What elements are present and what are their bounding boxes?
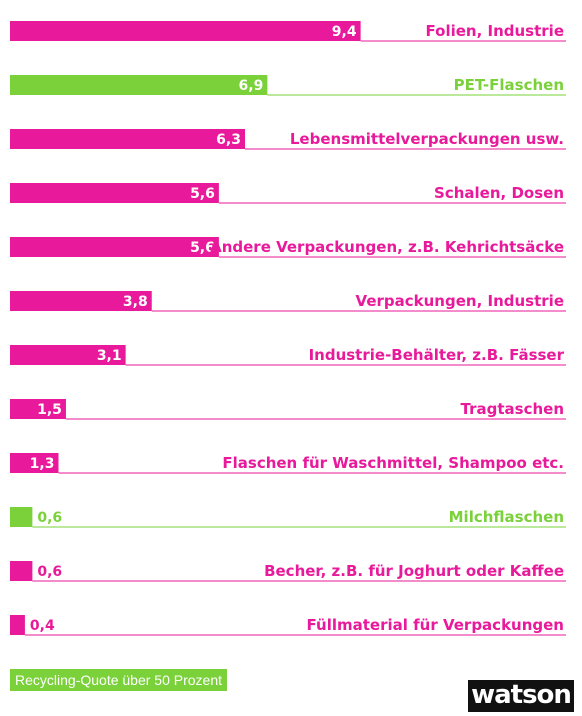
category-label-industrie-beh-lter-z-b-f-sser: Industrie-Behälter, z.B. Fässer <box>309 346 565 364</box>
bar-industrie-beh-lter-z-b-f-sser <box>10 345 126 365</box>
bar-becher-z-b-f-r-joghurt-oder-kaffee <box>10 561 33 581</box>
bar-row-becher-z-b-f-r-joghurt-oder-kaffee: 0,6 Becher, z.B. für Joghurt oder Kaffee <box>10 561 566 582</box>
category-label-folien-industrie: Folien, Industrie <box>426 22 565 40</box>
bar-row-folien-industrie: 9,4 Folien, Industrie <box>10 21 566 42</box>
value-label-tragtaschen: 1,5 <box>37 402 62 418</box>
bar-tragtaschen <box>10 399 66 419</box>
bar-verpackungen-industrie <box>10 291 152 311</box>
bar-andere-verpackungen-z-b-kehrichts-cke <box>10 237 219 257</box>
value-label-industrie-beh-lter-z-b-f-sser: 3,1 <box>97 348 122 364</box>
value-label-lebensmittelverpackungen-usw: 6,3 <box>216 132 241 148</box>
bar-f-llmaterial-f-r-verpackungen <box>10 615 25 635</box>
bar-row-schalen-dosen: 5,6 Schalen, Dosen <box>10 183 566 204</box>
value-label-becher-z-b-f-r-joghurt-oder-kaffee: 0,6 <box>37 564 62 580</box>
category-label-pet-flaschen: PET-Flaschen <box>454 76 564 94</box>
category-label-becher-z-b-f-r-joghurt-oder-kaffee: Becher, z.B. für Joghurt oder Kaffee <box>264 562 564 580</box>
bar-row-tragtaschen: 1,5 Tragtaschen <box>10 399 566 420</box>
value-label-schalen-dosen: 5,6 <box>190 186 215 202</box>
bar-row-pet-flaschen: 6,9 PET-Flaschen <box>10 75 566 96</box>
bar-row-industrie-beh-lter-z-b-f-sser: 3,1 Industrie-Behälter, z.B. Fässer <box>10 345 566 366</box>
category-label-andere-verpackungen-z-b-kehrichts-cke: Andere Verpackungen, z.B. Kehrichtsäcke <box>210 238 564 256</box>
value-label-andere-verpackungen-z-b-kehrichts-cke: 5,6 <box>190 240 215 256</box>
category-label-lebensmittelverpackungen-usw: Lebensmittelverpackungen usw. <box>290 130 564 148</box>
bar-schalen-dosen <box>10 183 219 203</box>
bar-row-f-llmaterial-f-r-verpackungen: 0,4 Füllmaterial für Verpackungen <box>10 615 566 636</box>
value-label-milchflaschen: 0,6 <box>37 510 62 526</box>
legend-recycling-quote: Recycling-Quote über 50 Prozent <box>10 669 227 691</box>
category-label-flaschen-f-r-waschmittel-shampoo-etc: Flaschen für Waschmittel, Shampoo etc. <box>222 454 564 472</box>
bar-folien-industrie <box>10 21 361 41</box>
category-label-milchflaschen: Milchflaschen <box>449 508 564 526</box>
watson-logo: watson <box>468 680 574 712</box>
bar-lebensmittelverpackungen-usw <box>10 129 245 149</box>
bar-chart: 9,4 Folien, Industrie 6,9 PET-Flaschen 6,3 Le… <box>10 21 566 636</box>
value-label-folien-industrie: 9,4 <box>332 24 357 40</box>
category-label-f-llmaterial-f-r-verpackungen: Füllmaterial für Verpackungen <box>307 616 564 634</box>
value-label-flaschen-f-r-waschmittel-shampoo-etc: 1,3 <box>30 456 55 472</box>
bar-row-flaschen-f-r-waschmittel-shampoo-etc: 1,3 Flaschen für Waschmittel, Shampoo etc… <box>10 453 566 474</box>
value-label-pet-flaschen: 6,9 <box>239 78 264 94</box>
bar-row-lebensmittelverpackungen-usw: 6,3 Lebensmittelverpackungen usw. <box>10 129 566 150</box>
value-label-verpackungen-industrie: 3,8 <box>123 294 148 310</box>
value-label-f-llmaterial-f-r-verpackungen: 0,4 <box>30 618 55 634</box>
bar-flaschen-f-r-waschmittel-shampoo-etc <box>10 453 59 473</box>
bar-row-milchflaschen: 0,6 Milchflaschen <box>10 507 566 528</box>
category-label-schalen-dosen: Schalen, Dosen <box>434 184 564 202</box>
bar-row-verpackungen-industrie: 3,8 Verpackungen, Industrie <box>10 291 566 312</box>
category-label-tragtaschen: Tragtaschen <box>461 400 564 418</box>
bar-pet-flaschen <box>10 75 268 95</box>
bar-milchflaschen <box>10 507 33 527</box>
category-label-verpackungen-industrie: Verpackungen, Industrie <box>356 292 564 310</box>
